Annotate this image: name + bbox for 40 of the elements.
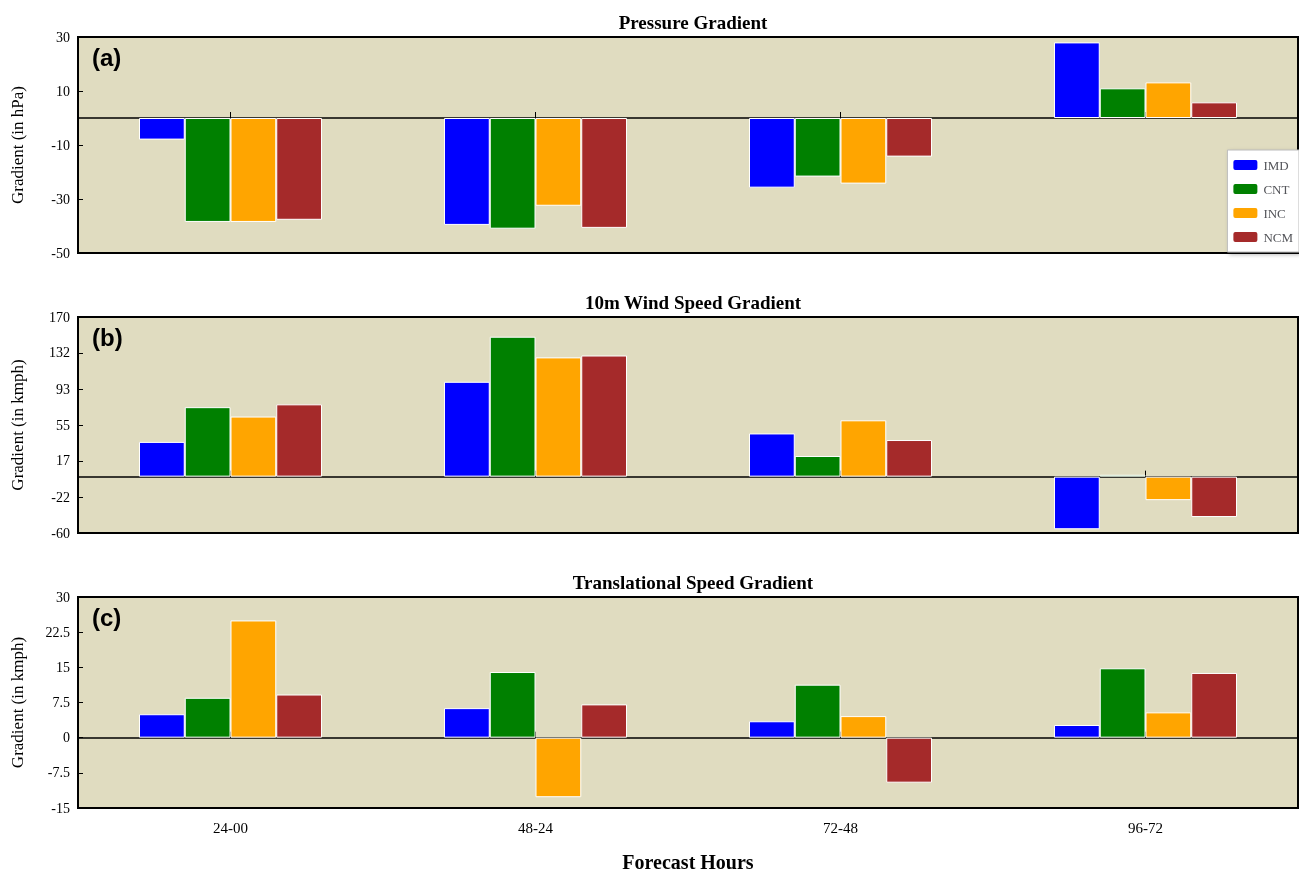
y-axis-title: Gradient (in hPa) — [8, 85, 27, 205]
chart-title: Pressure Gradient — [618, 12, 768, 33]
bar — [886, 737, 932, 783]
annotation: (b) — [92, 323, 123, 351]
y-tick-label: 30 — [56, 29, 70, 45]
y-tick-label: -7.5 — [47, 765, 70, 781]
bar — [581, 704, 627, 738]
chart-title: Translational Speed Gradient — [572, 572, 814, 593]
y-tick-label: 132 — [49, 345, 70, 361]
y-tick-label: 22.5 — [45, 624, 70, 640]
x-tick-label: 96-72 — [1128, 819, 1163, 836]
legend-label: CNT — [1263, 181, 1290, 197]
y-tick-label: 30 — [56, 589, 70, 605]
y-tick-label: 170 — [49, 309, 70, 325]
y-axis-title: Gradient (in kmph) — [8, 359, 27, 491]
y-tick-label: 15 — [56, 659, 70, 675]
y-tick-label: -10 — [51, 137, 70, 153]
x-axis-title: Forecast Hours — [622, 851, 754, 873]
x-tick-label: 48-24 — [518, 819, 554, 836]
bar — [1054, 476, 1100, 530]
y-tick-label: 0 — [63, 730, 70, 746]
y-tick-label: -22 — [51, 489, 70, 505]
y-tick-label: 10 — [56, 83, 70, 99]
y-tick-label: 93 — [56, 381, 70, 397]
y-tick-label: -30 — [51, 191, 70, 207]
legend-label: INC — [1263, 205, 1286, 221]
y-tick-label: -50 — [51, 245, 70, 261]
chart-title: 10m Wind Speed Gradient — [584, 292, 802, 313]
y-tick-label: -60 — [51, 525, 70, 541]
y-tick-label: 17 — [56, 453, 70, 469]
y-tick-label: 55 — [56, 417, 70, 433]
annotation: (c) — [92, 603, 122, 631]
y-axis-title: Gradient (in kmph) — [8, 636, 27, 769]
x-tick-label: 72-48 — [823, 819, 858, 836]
y-tick-label: 7.5 — [52, 695, 70, 710]
x-tick-label: 24-00 — [213, 819, 248, 836]
y-tick-label: -15 — [51, 800, 70, 816]
annotation: (a) — [92, 43, 122, 71]
legend-label: NCM — [1263, 229, 1294, 245]
legend-label: IMD — [1263, 157, 1289, 173]
